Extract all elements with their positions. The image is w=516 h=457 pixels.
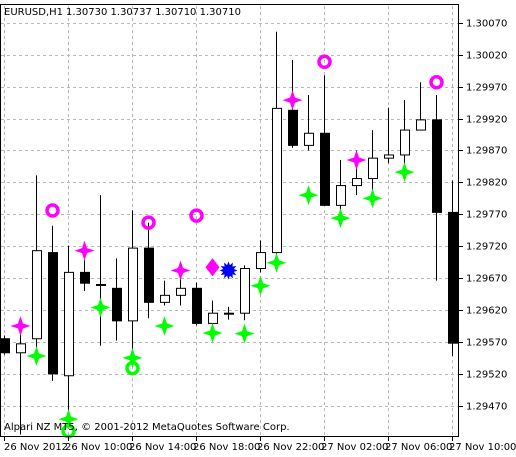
- x-tick-label: 27 Nov 02:00: [321, 442, 388, 453]
- signal-star: [90, 297, 111, 318]
- candle-body: [256, 252, 266, 270]
- signal-diamond: [205, 258, 220, 277]
- y-tick-label: 1.29520: [466, 370, 507, 381]
- candle-body: [384, 154, 394, 159]
- candle-body: [176, 287, 186, 296]
- x-tick-label: 27 Nov 10:00: [449, 442, 516, 453]
- signal-star: [298, 185, 319, 206]
- y-tick-label: 1.29620: [466, 306, 507, 317]
- candle-body: [320, 132, 330, 206]
- x-tick-label: 26 Nov 18:00: [193, 442, 260, 453]
- signal-ring: [189, 208, 204, 223]
- candle-body: [272, 107, 282, 254]
- candle-body: [160, 294, 170, 303]
- signal-star: [122, 347, 143, 368]
- candle-body: [224, 312, 234, 315]
- signal-star: [26, 345, 47, 366]
- chart-subtitle: 1.30730 1.30737 1.30710 1.30710: [66, 7, 241, 18]
- candle-body: [144, 247, 154, 303]
- signal-ring: [317, 54, 332, 70]
- candle-body: [304, 132, 314, 146]
- signal-star: [282, 90, 303, 111]
- y-tick-label: 1.30070: [466, 19, 507, 30]
- y-tick-label: 1.29820: [466, 178, 507, 189]
- candle-body: [352, 178, 362, 187]
- candle-body: [336, 185, 346, 206]
- signal-star: [10, 315, 31, 336]
- signal-star: [330, 208, 351, 229]
- candle-body: [32, 250, 42, 340]
- chart-title: EURUSD,H1: [4, 7, 63, 18]
- candle-body: [400, 129, 410, 156]
- signal-star: [74, 240, 95, 261]
- x-tick-label: 26 Nov 14:00: [129, 442, 196, 453]
- candle-body: [16, 343, 26, 354]
- footer: Alpari NZ MT5, © 2001-2012 MetaQuotes So…: [4, 422, 290, 433]
- candle-body: [448, 211, 458, 344]
- signal-star: [266, 252, 287, 273]
- x-tick-label: 26 Nov 22:00: [257, 442, 324, 453]
- candle-body: [96, 283, 106, 286]
- candle-body: [192, 287, 202, 324]
- signal-star: [202, 322, 223, 343]
- y-tick-label: 1.29570: [466, 338, 507, 349]
- signal-star: [394, 162, 415, 183]
- signal-ring: [141, 215, 156, 230]
- signal-star: [346, 150, 367, 171]
- y-tick-label: 1.29670: [466, 274, 507, 285]
- x-tick-label: 26 Nov 10:00: [65, 442, 132, 453]
- y-tick-label: 1.29770: [466, 210, 507, 221]
- candle-body: [416, 119, 426, 131]
- candle-body: [64, 271, 74, 377]
- y-tick-label: 1.29920: [466, 115, 507, 126]
- x-tick-label: 26 Nov 2012: [4, 442, 68, 453]
- candle-body: [288, 109, 298, 146]
- candle-body: [128, 247, 138, 322]
- grid: [1, 6, 458, 436]
- candle-body: [112, 287, 122, 322]
- y-tick-label: 1.29970: [466, 83, 507, 94]
- plot: [0, 31, 458, 439]
- signal-star: [170, 260, 191, 281]
- signal-star: [234, 323, 255, 344]
- signal-burst: [219, 261, 238, 280]
- candle-body: [48, 252, 58, 375]
- signal-star: [250, 275, 271, 296]
- y-tick-label: 1.29720: [466, 242, 507, 253]
- y-tick-label: 1.30020: [466, 51, 507, 62]
- plot-frame: [0, 4, 459, 437]
- signal-star: [154, 315, 175, 336]
- signal-star: [58, 409, 79, 430]
- candle-body: [368, 157, 378, 180]
- candle-body: [432, 119, 442, 213]
- signal-ring: [429, 74, 444, 90]
- candle-body: [80, 271, 90, 284]
- signal-ring: [45, 203, 60, 218]
- signal-star: [362, 188, 383, 209]
- y-tick-label: 1.29470: [466, 402, 507, 413]
- y-tick-label: 1.29870: [466, 146, 507, 157]
- candle-body: [240, 268, 250, 314]
- candle-body: [208, 312, 218, 324]
- x-tick-label: 27 Nov 06:00: [385, 442, 452, 453]
- candle-body: [0, 338, 10, 354]
